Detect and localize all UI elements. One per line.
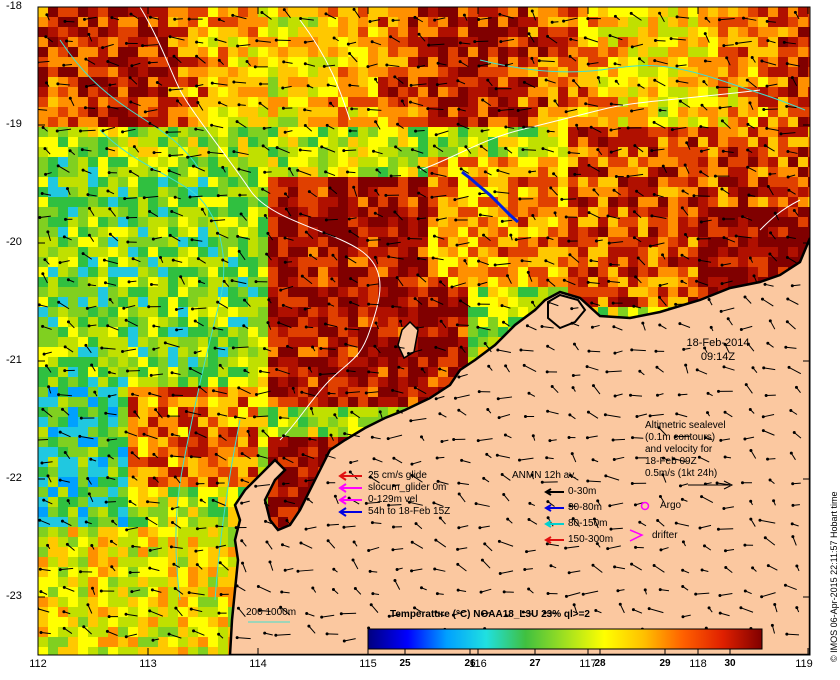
x-tick-label: 118 (689, 658, 707, 670)
glider-legend-item: slocum_glider 0m (368, 482, 447, 493)
y-tick-label: -23 (6, 590, 22, 602)
colorbar-title: Temperature (°C) NOAA18_L3U 23% ql>=2 (390, 609, 590, 620)
anmn-legend-item: 0-30m (568, 486, 597, 497)
colorbar-tick-label: 25 (399, 658, 411, 669)
colorbar (367, 628, 763, 650)
glider-legend-item: 0-129m vel (368, 494, 418, 505)
credit-text: © IMOS 06-Apr-2015 22:11:57 Hobart time (829, 491, 839, 662)
y-tick-label: -21 (6, 354, 22, 366)
x-tick-label: 113 (139, 658, 157, 670)
date-stamp: 18-Feb-2014 09:14Z (668, 336, 768, 364)
y-tick-label: -20 (6, 236, 22, 248)
plot-frame (37, 6, 811, 656)
argo-label: Argo (660, 500, 682, 511)
anmn-legend-arrows (544, 488, 564, 544)
blue-glider-track (461, 170, 519, 224)
glider-legend-item: 25 cm/s glide (368, 470, 427, 481)
drifter-label: drifter (652, 530, 678, 541)
x-tick-label: 114 (249, 658, 267, 670)
altimetry-legend-line: and velocity for (645, 444, 713, 455)
time-line: 09:14Z (700, 351, 736, 363)
colorbar-tick-label: 28 (594, 658, 606, 669)
y-tick-label: -18 (6, 0, 22, 12)
x-tick-label: 115 (359, 658, 377, 670)
x-tick-label: 116 (469, 658, 487, 670)
altimetry-legend-line: Altimetric sealevel (645, 420, 726, 431)
date-line: 18-Feb-2014 (686, 337, 750, 349)
x-tick-label: 117 (579, 658, 597, 670)
colorbar-tick-label: 26 (464, 658, 476, 669)
y-tick-label: -19 (6, 118, 22, 130)
anmn-legend-item: 80-150m (568, 518, 608, 529)
colorbar-tick-label: 27 (529, 658, 541, 669)
x-tick-label: 119 (795, 658, 813, 670)
bathymetry-legend-label: 200 1000m (246, 607, 297, 618)
argo-symbol (640, 501, 650, 511)
coast-mainland-edge (547, 293, 587, 330)
glider-legend-arrows (338, 471, 362, 517)
land-mass (228, 237, 810, 655)
y-tick-label: -22 (6, 472, 22, 484)
velocity-vectors (38, 7, 802, 643)
anmn-legend-item: 30-80m (568, 502, 602, 513)
colorbar-tick-label: 29 (659, 658, 671, 669)
anmn-legend-item: 150-300m (568, 534, 614, 545)
glider-legend-item: 54h to 18-Feb 15Z (368, 506, 451, 517)
colorbar-tick-label: 30 (724, 658, 736, 669)
altimetry-legend-line: (0.1m contours) (645, 432, 716, 443)
anmn-legend-title: ANMN 12h av. (512, 470, 577, 481)
altimetry-legend-line: 18-Feb 09Z (645, 456, 697, 467)
x-tick-label: 112 (29, 658, 47, 670)
altimetry-legend-line: 0.5m/s (1kt 24h) (645, 468, 718, 479)
colorbar-ticks (404, 649, 731, 654)
drifter-symbol (629, 529, 644, 542)
